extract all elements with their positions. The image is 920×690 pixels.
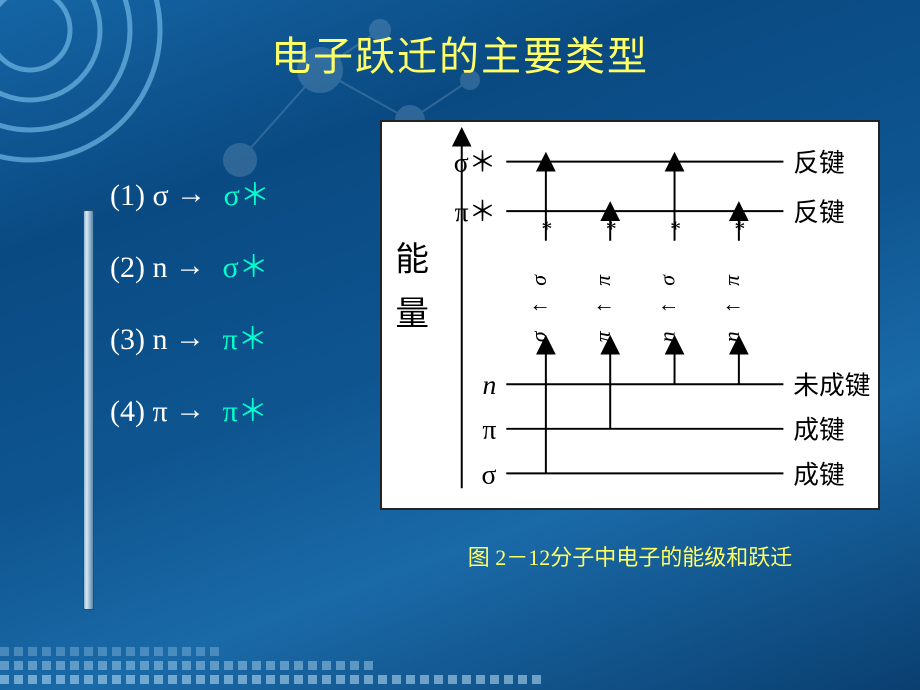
list-to: π＊ xyxy=(222,323,267,356)
svg-text:*: * xyxy=(733,217,744,241)
list-from: π xyxy=(152,395,167,428)
svg-text:π: π xyxy=(482,414,496,445)
svg-text:成键: 成键 xyxy=(793,460,844,489)
list-num: (4) xyxy=(110,395,145,428)
arrow-icon: → xyxy=(175,374,205,446)
list-from: n xyxy=(152,323,167,356)
list-num: (1) xyxy=(110,179,145,212)
svg-text:n: n xyxy=(483,369,497,400)
svg-text:*: * xyxy=(540,217,551,241)
svg-text:↑: ↑ xyxy=(527,302,551,313)
list-item: (4) π → π＊ xyxy=(110,376,270,448)
list-to: π＊ xyxy=(223,395,268,428)
arrow-icon: → xyxy=(175,230,205,302)
svg-text:反键: 反键 xyxy=(793,198,844,227)
svg-text:*: * xyxy=(669,217,680,241)
list-item: (3) n → π＊ xyxy=(110,304,270,376)
svg-text:成键: 成键 xyxy=(793,416,844,445)
svg-text:能: 能 xyxy=(395,240,429,278)
list-num: (2) xyxy=(110,251,145,284)
svg-text:σ: σ xyxy=(481,458,496,489)
svg-text:σ＊: σ＊ xyxy=(454,146,497,177)
svg-text:↑: ↑ xyxy=(656,302,680,313)
decorative-vertical-bar xyxy=(83,210,94,610)
svg-text:σ: σ xyxy=(527,274,551,286)
svg-text:↑: ↑ xyxy=(720,302,744,313)
svg-text:π: π xyxy=(591,330,615,342)
svg-text:σ: σ xyxy=(656,274,680,286)
svg-text:π: π xyxy=(591,274,615,286)
list-from: σ xyxy=(152,179,168,212)
arrow-icon: → xyxy=(175,302,205,374)
transitions-list: (1) σ → σ＊ (2) n → σ＊ (3) n → π＊ (4) π →… xyxy=(110,160,270,448)
svg-text:n: n xyxy=(656,331,680,342)
list-to: σ＊ xyxy=(224,179,270,212)
list-item: (2) n → σ＊ xyxy=(110,232,270,304)
svg-text:σ: σ xyxy=(527,330,551,342)
energy-level-diagram: 能量 σ＊ 反键 π＊ 反键 n 未成键 π 成键 σ 成键 * σ ↑ σ * π ↑ π * σ ↑ n * π ↑ n xyxy=(380,120,880,510)
svg-text:*: * xyxy=(605,217,616,241)
svg-text:未成键: 未成键 xyxy=(793,371,870,400)
svg-text:π: π xyxy=(720,274,744,286)
list-to: σ＊ xyxy=(222,251,268,284)
page-title: 电子跃迁的主要类型 xyxy=(0,24,920,82)
list-item: (1) σ → σ＊ xyxy=(110,160,270,232)
list-from: n xyxy=(152,251,167,284)
svg-text:量: 量 xyxy=(395,296,429,333)
arrow-icon: → xyxy=(176,158,206,230)
decorative-dots xyxy=(0,630,920,690)
svg-text:↑: ↑ xyxy=(591,302,615,313)
svg-text:n: n xyxy=(720,331,744,342)
list-num: (3) xyxy=(110,323,145,356)
svg-text:π＊: π＊ xyxy=(455,196,497,227)
figure-caption: 图 2－12分子中电子的能级和跃迁 xyxy=(380,540,880,572)
svg-text:反键: 反键 xyxy=(793,148,844,177)
